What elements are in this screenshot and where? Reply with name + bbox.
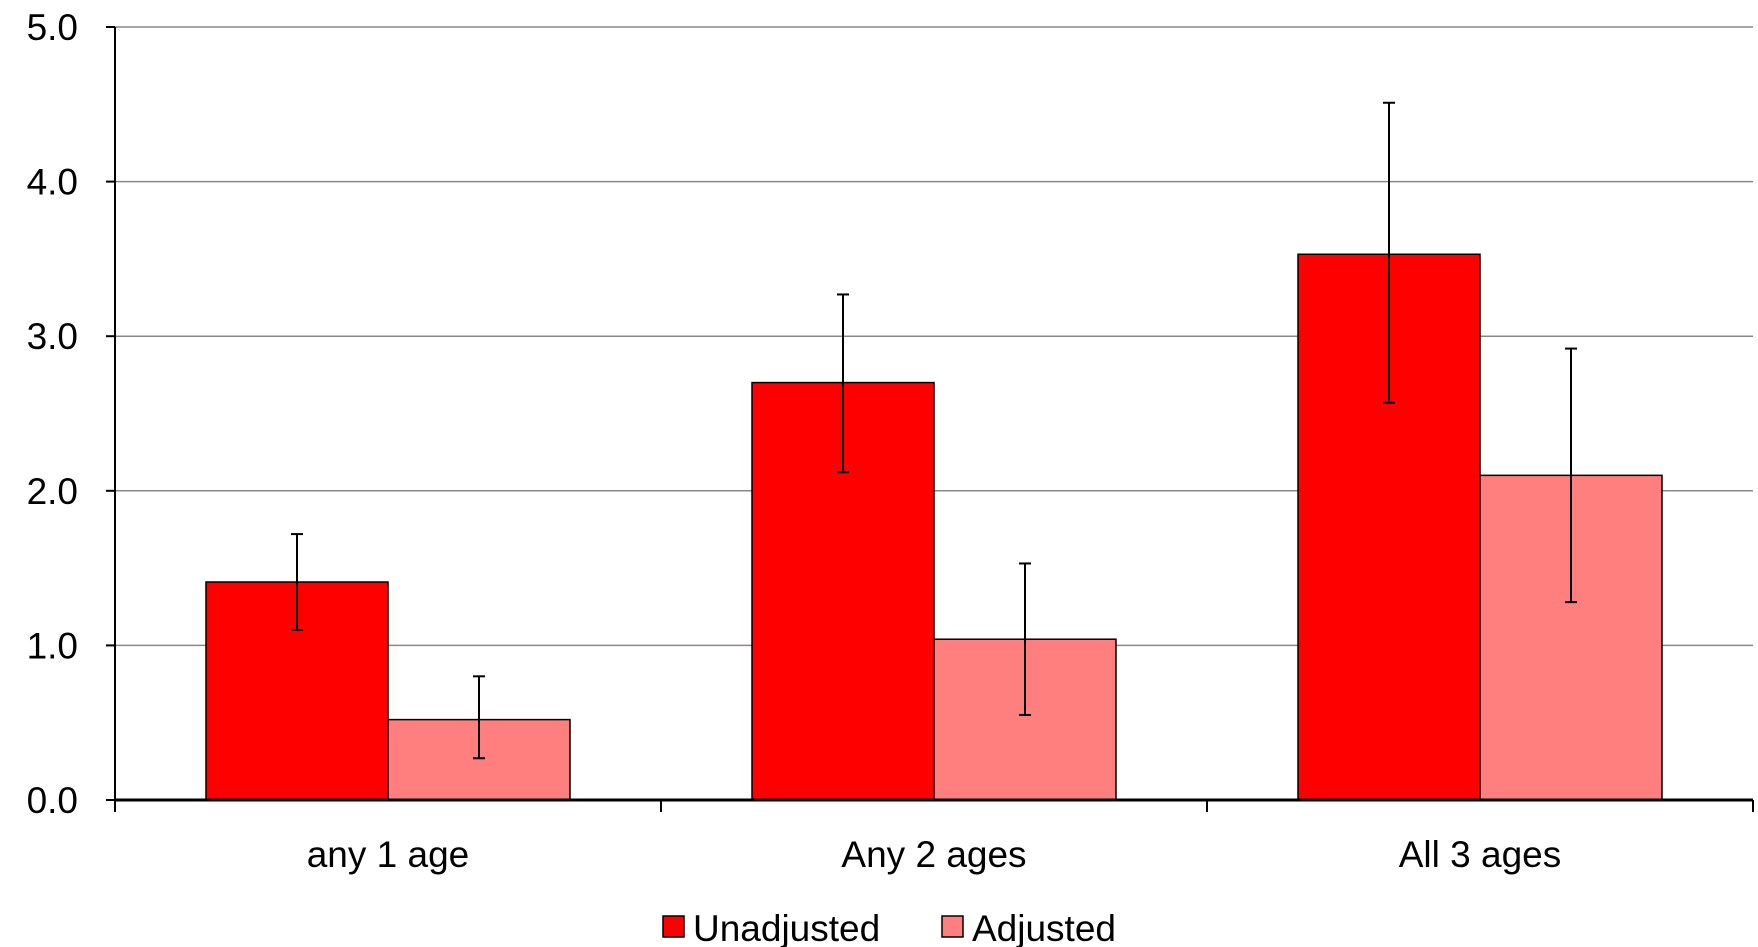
- y-axis-ticks: 0.0 1.0 2.0 3.0 4.0 5.0: [27, 7, 115, 821]
- error-bars: [291, 101, 1577, 760]
- x-tick-label: All 3 ages: [1399, 834, 1562, 875]
- y-tick-label: 5.0: [27, 7, 78, 48]
- axes: [114, 27, 1753, 802]
- legend-label-adjusted: Adjusted: [972, 908, 1116, 947]
- legend-swatch-adjusted: [941, 915, 964, 938]
- y-tick-label: 2.0: [27, 471, 78, 512]
- legend-label-unadjusted: Unadjusted: [693, 908, 880, 947]
- y-tick-label: 4.0: [27, 162, 78, 203]
- x-axis-ticks: any 1 age Any 2 ages All 3 ages: [114, 800, 1754, 875]
- x-tick-label: Any 2 ages: [841, 834, 1026, 875]
- x-tick-label: any 1 age: [307, 834, 470, 875]
- y-tick-label: 3.0: [27, 316, 78, 357]
- y-tick-label: 1.0: [27, 625, 78, 666]
- legend-swatch-unadjusted: [662, 915, 685, 938]
- bars: [205, 253, 1663, 801]
- y-tick-label: 0.0: [27, 780, 78, 821]
- legend: Unadjusted Adjusted: [662, 908, 1116, 947]
